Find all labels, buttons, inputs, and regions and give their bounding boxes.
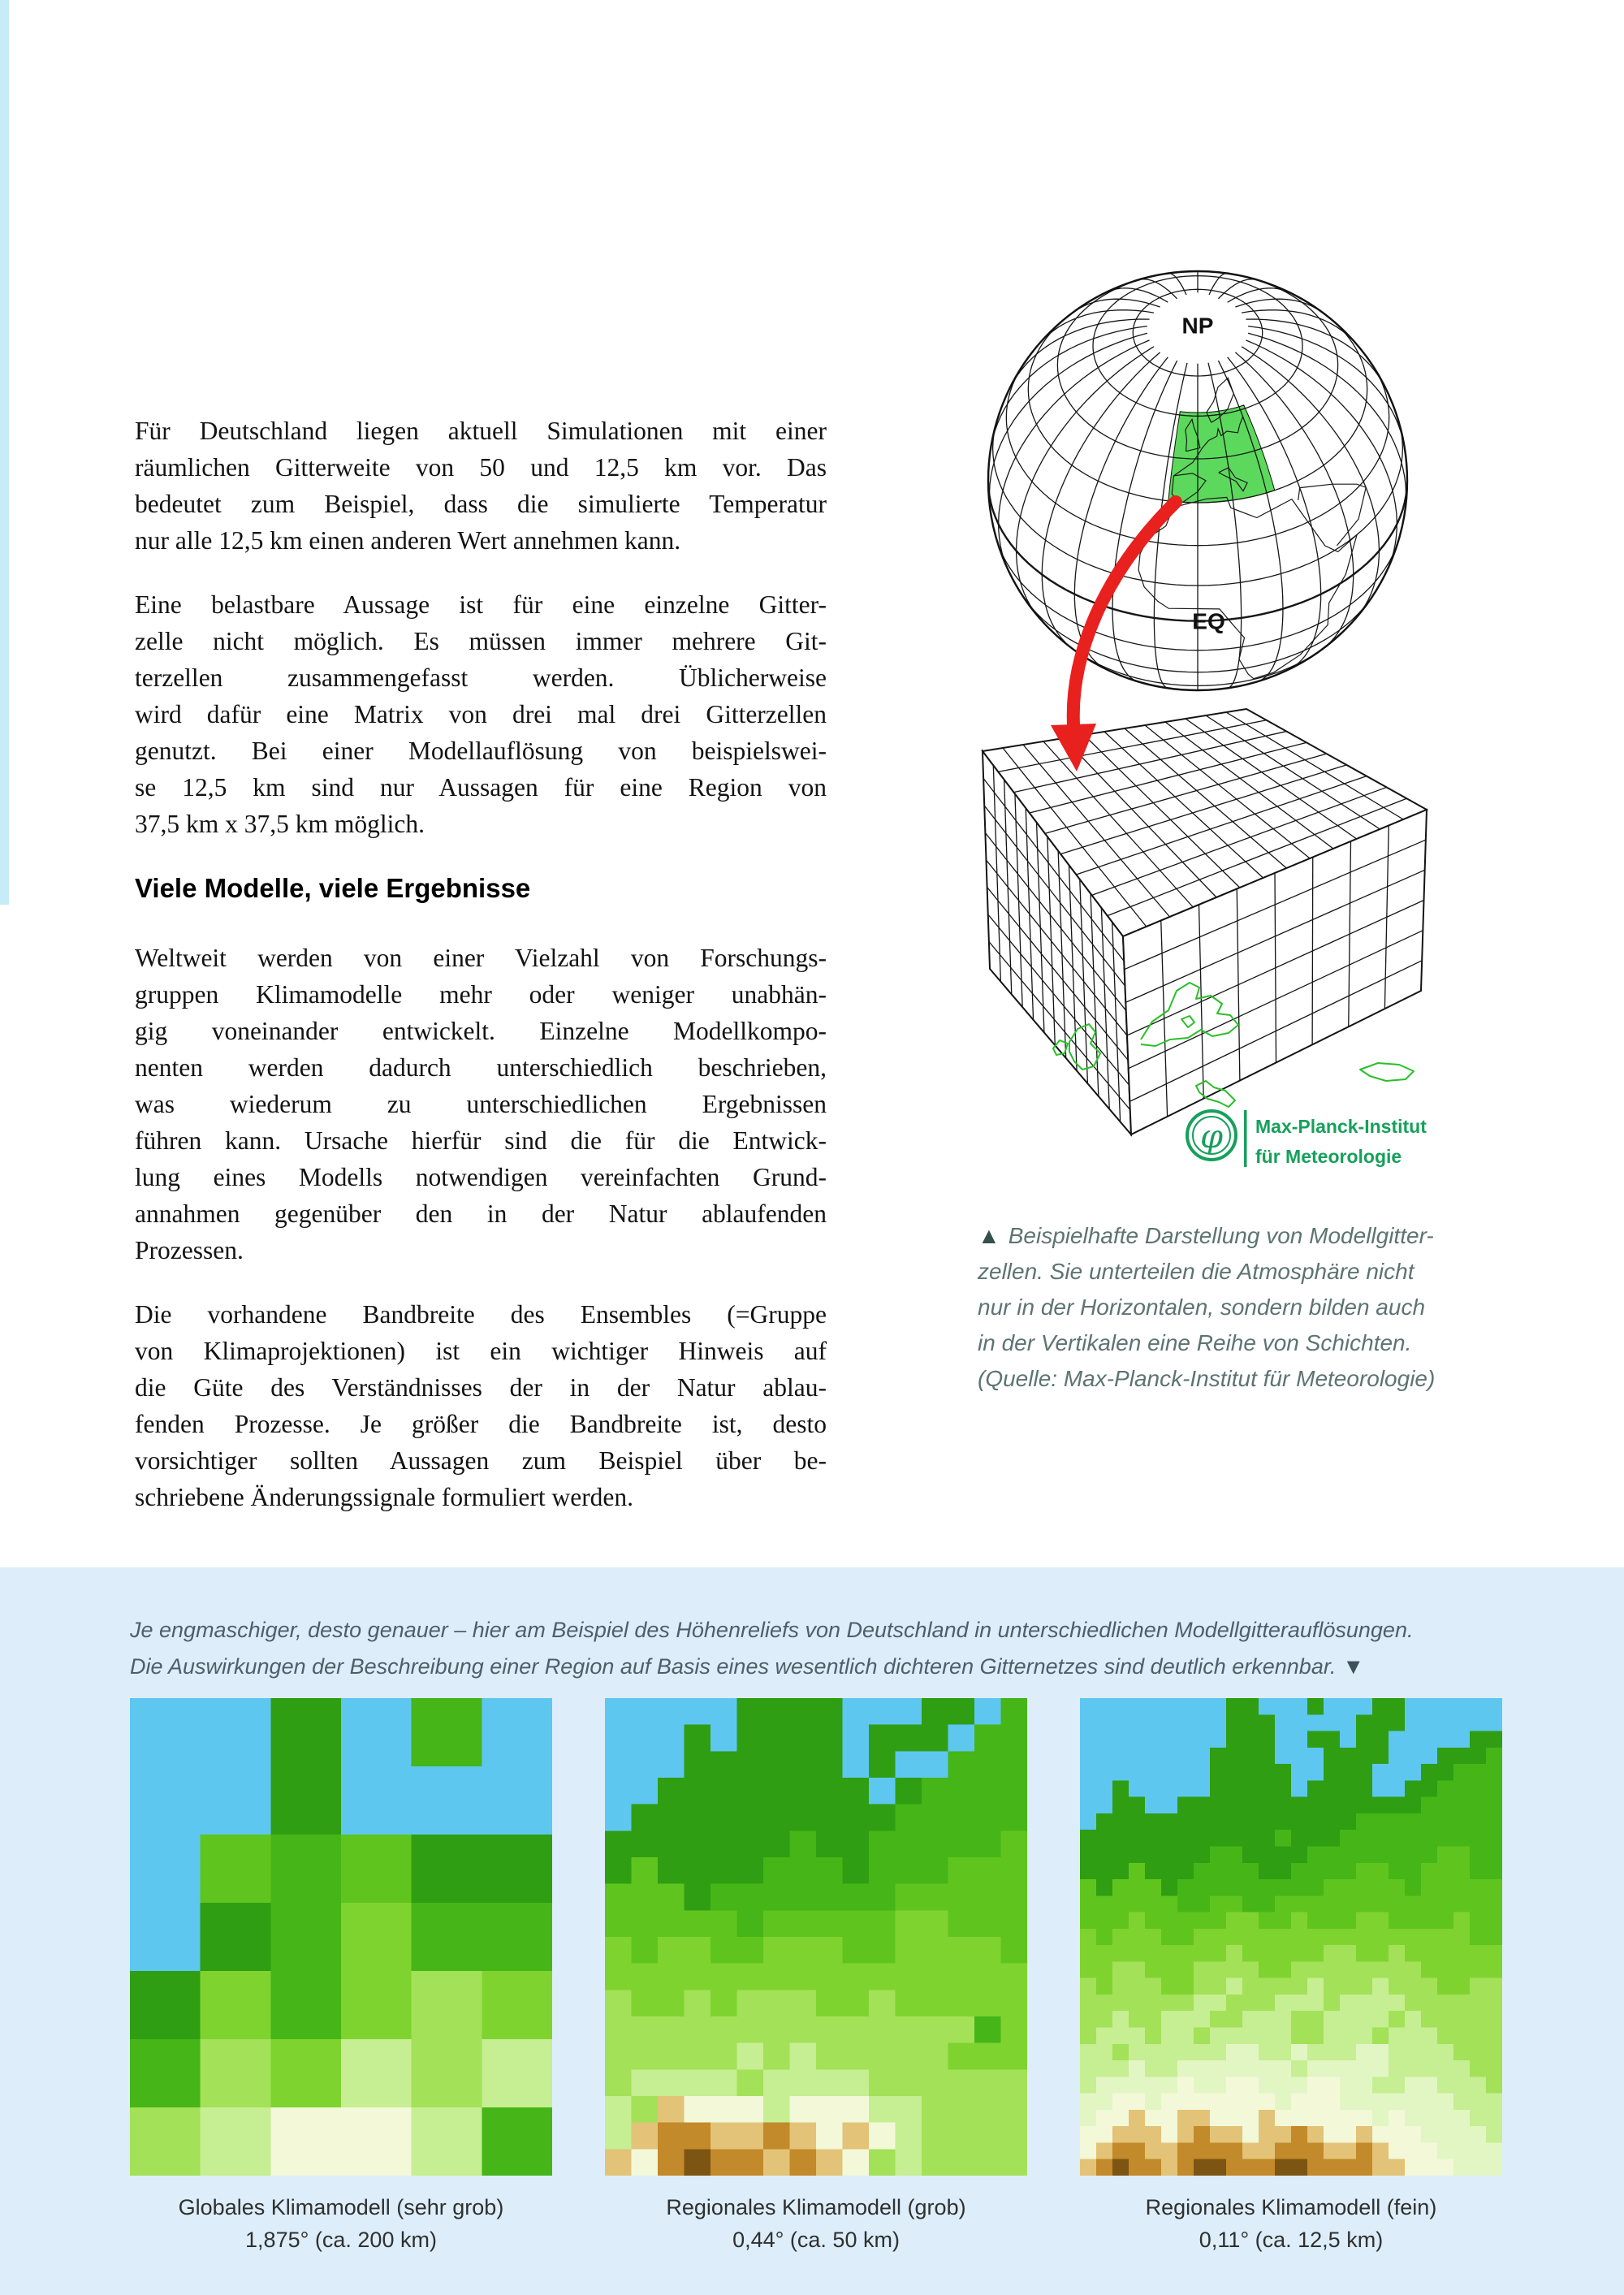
phi-icon: φ — [1200, 1118, 1223, 1156]
globe-graticule — [987, 271, 1408, 690]
text-line: nur alle 12,5 km einen anderen Wert anne… — [135, 526, 681, 555]
np-label: NP — [1182, 313, 1214, 338]
map-regional-fine-image — [1080, 1698, 1502, 2176]
text-line: terzellen zusammengefasst werden. Üblich… — [135, 663, 827, 692]
text-line: räumlichen Gitterweite von 50 und 12,5 k… — [135, 453, 827, 482]
globe-outline — [987, 270, 1409, 692]
bottom-panel: Je engmaschiger, desto genauer – hier am… — [0, 1567, 1624, 2295]
text-line: annahmen gegenüber den in der Natur abla… — [135, 1199, 827, 1228]
map-resolution: 0,44° (ca. 50 km) — [732, 2228, 900, 2252]
text-line: die Güte des Verständnisses der in der N… — [135, 1373, 827, 1402]
map-title: Regionales Klimamodell (grob) — [666, 2195, 966, 2219]
logo-line2: für Meteorologie — [1255, 1146, 1402, 1167]
panel-caption-line2-text: Die Auswirkungen der Beschreibung einer … — [130, 1654, 1337, 1679]
text-line: zelle nicht möglich. Es müssen immer meh… — [135, 627, 827, 655]
globe-coastlines — [1138, 377, 1367, 680]
panel-caption-line1: Je engmaschiger, desto genauer – hier am… — [130, 1618, 1414, 1642]
globe: NP EQ — [987, 270, 1409, 692]
cube-coastlines — [1052, 982, 1415, 1108]
text-line: fenden Prozesse. Je größer die Bandbreit… — [135, 1410, 827, 1438]
text-line: führen kann. Ursache hierfür sind die fü… — [135, 1126, 827, 1155]
text-line: se 12,5 km sind nur Aussagen für eine Re… — [135, 773, 827, 802]
text-line: gruppen Klimamodelle mehr oder weniger u… — [135, 980, 827, 1009]
text-line: genutzt. Bei einer Modellauflösung von b… — [135, 737, 827, 765]
text-line: Weltweit werden von einer Vielzahl von F… — [135, 944, 827, 972]
figure-caption-line: ▲ Beispielhafte Darstellung von Modellgit… — [978, 1223, 1434, 1248]
paragraph: Die vorhandene Bandbreite des Ensembles … — [135, 1296, 827, 1515]
text-line: lung eines Modells notwendigen vereinfac… — [135, 1163, 827, 1191]
figure-caption-line: zellen. Sie unterteilen die Atmosphäre n… — [978, 1259, 1415, 1284]
paragraph: Für Deutschland liegen aktuell Simulatio… — [135, 413, 827, 559]
figure-caption: ▲ Beispielhafte Darstellung von Modellgit… — [978, 1218, 1473, 1397]
north-pole-cap — [1165, 292, 1230, 358]
text-line: nenten werden dadurch unterschiedlich be… — [135, 1053, 827, 1082]
up-triangle-icon: ▲ — [978, 1223, 1000, 1248]
map-regional-fine: Regionales Klimamodell (fein) 0,11° (ca.… — [1080, 1698, 1502, 2254]
text-line: Prozessen. — [135, 1236, 244, 1264]
text-line: was wiederum zu unterschiedlichen Ergebn… — [135, 1090, 827, 1118]
text-line: wird dafür eine Matrix von drei mal drei… — [135, 700, 827, 728]
figure-caption-line: nur in der Horizontalen, sondern bilden … — [978, 1294, 1426, 1320]
map-title: Globales Klimamodell (sehr grob) — [178, 2195, 504, 2219]
map-resolution: 0,11° (ca. 12,5 km) — [1199, 2228, 1384, 2252]
paragraph: Weltweit werden von einer Vielzahl von F… — [135, 940, 827, 1269]
left-accent-bar — [0, 0, 9, 905]
map-global-coarse-image — [130, 1698, 552, 2176]
section-heading: Viele Modelle, viele Ergebnisse — [135, 873, 531, 903]
europe-highlight-region — [1168, 404, 1276, 504]
text-line: Die vorhandene Bandbreite des Ensembles … — [135, 1300, 827, 1329]
map-title: Regionales Klimamodell (fein) — [1145, 2195, 1437, 2219]
map-global-coarse: Globales Klimamodell (sehr grob) 1,875° … — [130, 1698, 552, 2254]
map-regional-coarse: Regionales Klimamodell (grob) 0,44° (ca.… — [605, 1698, 1027, 2254]
paragraph: Eine belastbare Aussage ist für eine ein… — [135, 586, 827, 842]
text-line: von Klimaprojektionen) ist ein wichtiger… — [135, 1337, 827, 1365]
map-resolution: 1,875° (ca. 200 km) — [245, 2228, 437, 2252]
figure-caption-line: in der Vertikalen eine Reihe von Schicht… — [978, 1330, 1412, 1355]
figure-caption-line: (Quelle: Max-Planck-Institut für Meteoro… — [978, 1366, 1436, 1391]
panel-caption-line2: Die Auswirkungen der Beschreibung einer … — [130, 1649, 1364, 1685]
red-arrow — [1051, 495, 1182, 771]
text-line: 37,5 km x 37,5 km möglich. — [135, 810, 425, 838]
eq-label: EQ — [1192, 608, 1224, 633]
text-line: vorsichtiger sollten Aussagen zum Beispi… — [135, 1446, 827, 1475]
text-line: Für Deutschland liegen aktuell Simulatio… — [135, 417, 827, 445]
grid-cube — [981, 707, 1429, 1137]
map-regional-coarse-image — [605, 1698, 1027, 2176]
logo-line1: Max-Planck-Institut — [1255, 1116, 1427, 1137]
mpi-logo: φ Max-Planck-Institut für Meteorologie — [1186, 1109, 1427, 1167]
text-line: schriebene Änderungssignale formuliert w… — [135, 1483, 634, 1511]
text-line: gig voneinander entwickelt. Einzelne Mod… — [135, 1017, 827, 1045]
text-line: Eine belastbare Aussage ist für eine ein… — [135, 590, 827, 619]
text-line: bedeutet zum Beispiel, dass die simulier… — [135, 490, 827, 518]
model-grid-illustration: NP EQ φ Max-Planck-Institut für Meteorologie — [981, 270, 1429, 1167]
down-triangle-icon: ▼ — [1342, 1654, 1365, 1679]
article-text-column: Für Deutschland liegen aktuell Simulatio… — [135, 413, 827, 1543]
